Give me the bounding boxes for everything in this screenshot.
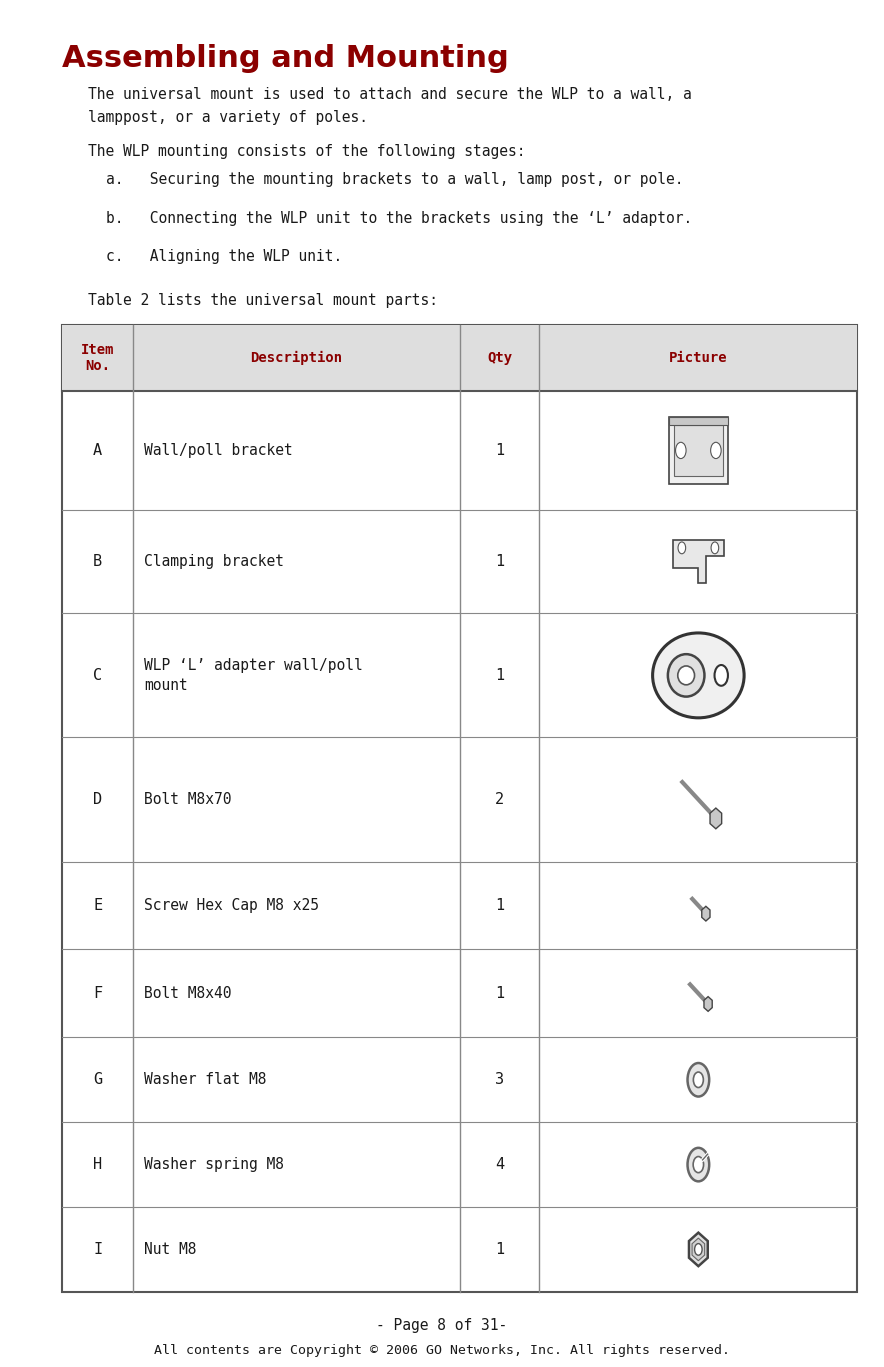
Text: Washer spring M8: Washer spring M8 bbox=[144, 1156, 284, 1172]
Text: F: F bbox=[93, 986, 103, 1001]
Text: Bolt M8x40: Bolt M8x40 bbox=[144, 986, 232, 1001]
Text: 1: 1 bbox=[495, 986, 504, 1001]
Text: b.   Connecting the WLP unit to the brackets using the ‘L’ adaptor.: b. Connecting the WLP unit to the bracke… bbox=[106, 211, 692, 226]
Text: Qty: Qty bbox=[487, 351, 512, 365]
Text: 1: 1 bbox=[495, 898, 504, 913]
Circle shape bbox=[688, 1148, 709, 1181]
Circle shape bbox=[693, 1072, 704, 1088]
Text: C: C bbox=[93, 668, 103, 684]
Bar bbox=[62, 325, 857, 391]
Ellipse shape bbox=[678, 666, 695, 685]
Text: G: G bbox=[93, 1072, 103, 1087]
Polygon shape bbox=[673, 540, 724, 584]
Text: The universal mount is used to attach and secure the WLP to a wall, a
lamppost, : The universal mount is used to attach an… bbox=[88, 87, 692, 124]
Circle shape bbox=[678, 541, 686, 554]
Text: 4: 4 bbox=[495, 1156, 504, 1172]
Text: H: H bbox=[93, 1156, 103, 1172]
Polygon shape bbox=[692, 1239, 705, 1260]
Text: Wall/poll bracket: Wall/poll bracket bbox=[144, 443, 293, 458]
Circle shape bbox=[675, 443, 686, 458]
Circle shape bbox=[714, 664, 728, 686]
Text: Description: Description bbox=[250, 351, 343, 365]
Circle shape bbox=[711, 541, 719, 554]
Text: B: B bbox=[93, 554, 103, 569]
Text: Picture: Picture bbox=[669, 351, 728, 365]
Text: Assembling and Mounting: Assembling and Mounting bbox=[62, 44, 508, 72]
Text: Nut M8: Nut M8 bbox=[144, 1241, 196, 1256]
Text: Bolt M8x70: Bolt M8x70 bbox=[144, 791, 232, 807]
Text: c.   Aligning the WLP unit.: c. Aligning the WLP unit. bbox=[106, 249, 342, 264]
Text: Screw Hex Cap M8 x25: Screw Hex Cap M8 x25 bbox=[144, 898, 319, 913]
Text: 1: 1 bbox=[495, 443, 504, 458]
Text: a.   Securing the mounting brackets to a wall, lamp post, or pole.: a. Securing the mounting brackets to a w… bbox=[106, 172, 683, 187]
Text: E: E bbox=[93, 898, 103, 913]
Polygon shape bbox=[702, 906, 710, 921]
Text: Washer flat M8: Washer flat M8 bbox=[144, 1072, 267, 1087]
Text: D: D bbox=[93, 791, 103, 807]
Polygon shape bbox=[704, 997, 713, 1012]
Polygon shape bbox=[689, 1233, 708, 1266]
Text: All contents are Copyright © 2006 GO Networks, Inc. All rights reserved.: All contents are Copyright © 2006 GO Net… bbox=[154, 1344, 730, 1357]
Text: 3: 3 bbox=[495, 1072, 504, 1087]
Text: 1: 1 bbox=[495, 1241, 504, 1256]
Bar bbox=[62, 325, 857, 1292]
Ellipse shape bbox=[652, 633, 744, 718]
Text: Table 2 lists the universal mount parts:: Table 2 lists the universal mount parts: bbox=[88, 293, 438, 308]
Text: The WLP mounting consists of the following stages:: The WLP mounting consists of the followi… bbox=[88, 144, 526, 159]
Circle shape bbox=[711, 443, 721, 458]
Circle shape bbox=[688, 1064, 709, 1096]
Bar bbox=[674, 425, 723, 476]
Text: 1: 1 bbox=[495, 554, 504, 569]
Text: Item
No.: Item No. bbox=[81, 343, 114, 373]
Text: Clamping bracket: Clamping bracket bbox=[144, 554, 284, 569]
Text: I: I bbox=[93, 1241, 103, 1256]
Text: - Page 8 of 31-: - Page 8 of 31- bbox=[377, 1319, 507, 1333]
Text: 2: 2 bbox=[495, 791, 504, 807]
Polygon shape bbox=[710, 808, 721, 828]
Text: WLP ‘L’ adapter wall/poll
mount: WLP ‘L’ adapter wall/poll mount bbox=[144, 658, 362, 693]
Ellipse shape bbox=[667, 655, 705, 697]
Circle shape bbox=[693, 1156, 704, 1173]
Circle shape bbox=[695, 1244, 702, 1255]
Text: 1: 1 bbox=[495, 668, 504, 684]
Text: A: A bbox=[93, 443, 103, 458]
Bar bbox=[669, 417, 728, 484]
Bar bbox=[669, 417, 728, 425]
